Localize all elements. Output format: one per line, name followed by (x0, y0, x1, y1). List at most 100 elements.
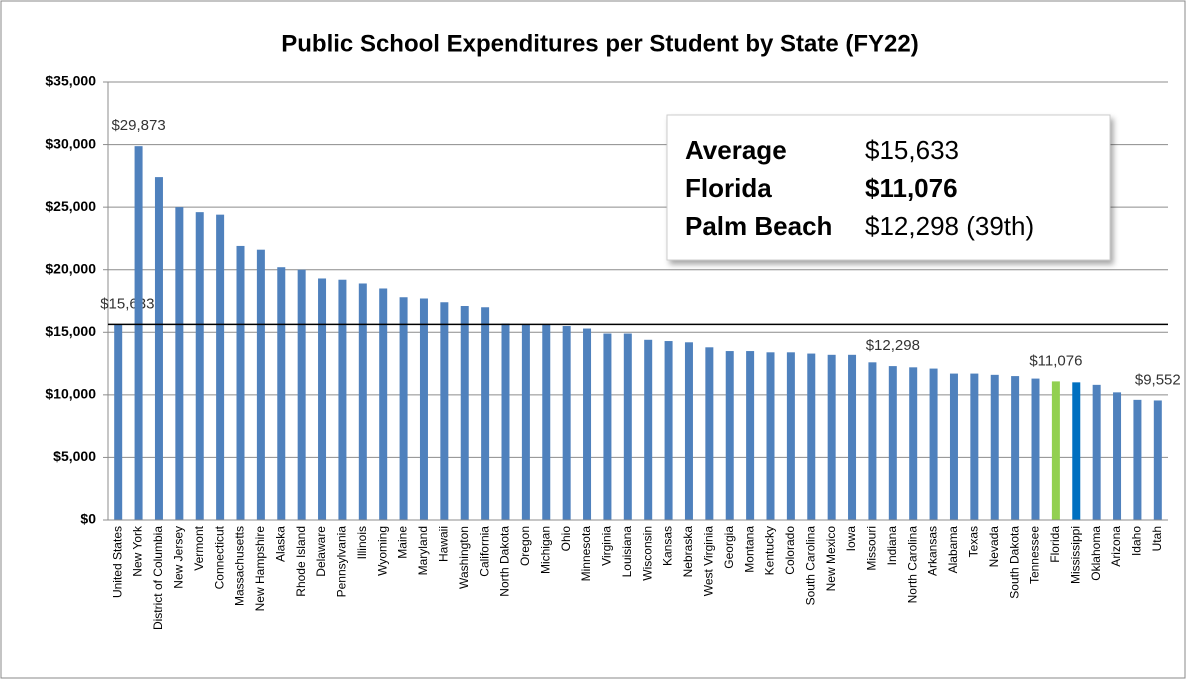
bar (1133, 399, 1142, 520)
bar (379, 288, 388, 520)
data-label: $11,076 (1029, 352, 1082, 369)
x-tick-label: Colorado (783, 526, 797, 575)
x-tick-label: Louisiana (620, 526, 634, 578)
bar (399, 297, 408, 520)
bar (256, 249, 265, 521)
bar (195, 212, 204, 521)
chart-title: Public School Expenditures per Student b… (281, 30, 918, 57)
bar (1011, 376, 1020, 520)
bar (868, 362, 877, 520)
bar (1113, 392, 1122, 520)
x-tick-label: Kansas (661, 526, 675, 566)
x-tick-label: Connecticut (212, 525, 226, 589)
x-tick-label: Idaho (1130, 526, 1144, 556)
bar (603, 333, 612, 520)
annotation-value: $15,633 (865, 135, 959, 165)
x-tick-label: Wisconsin (640, 526, 654, 581)
bar (419, 298, 428, 520)
bar (949, 373, 958, 520)
x-tick-label: New Hampshire (253, 526, 267, 612)
bar (644, 339, 653, 520)
data-label: $9,552 (1135, 371, 1181, 388)
bar (725, 351, 734, 520)
x-tick-label: Oklahoma (1089, 526, 1103, 581)
bar (684, 342, 693, 520)
x-tick-label: Nevada (987, 526, 1001, 568)
annotation-value: $12,298 (39th) (865, 211, 1034, 241)
y-tick-label: $30,000 (45, 135, 96, 151)
annotation-value: $11,076 (865, 173, 958, 203)
x-tick-label: Vermont (192, 525, 206, 570)
y-tick-label: $20,000 (45, 260, 96, 276)
bar (501, 323, 510, 520)
x-tick-label: Minnesota (579, 526, 593, 582)
x-tick-label: Washington (457, 526, 471, 589)
x-tick-label: Rhode Island (294, 526, 308, 597)
bar (175, 207, 184, 520)
x-tick-label: Wyoming (375, 526, 389, 576)
y-tick-label: $35,000 (45, 73, 96, 89)
x-tick-label: California (477, 526, 491, 577)
bar (277, 267, 286, 520)
x-tick-label: Arkansas (926, 526, 940, 576)
bar (929, 368, 938, 520)
x-tick-label: Michigan (538, 526, 552, 574)
annotation-background (666, 114, 1111, 261)
annotation-box: Average $15,633 Florida $11,076 Palm Beach $1… (666, 114, 1111, 261)
x-tick-label: Illinois (355, 526, 369, 559)
bar (664, 341, 673, 520)
x-tick-label: West Virginia (702, 526, 716, 597)
annotation-label: Palm Beach (685, 211, 832, 241)
bar (216, 214, 225, 520)
x-tick-label: Hawaii (437, 526, 451, 562)
bar (1072, 382, 1081, 520)
x-tick-label: New York (131, 525, 145, 577)
bar (766, 352, 775, 520)
bar (481, 307, 490, 520)
bar (827, 354, 836, 520)
x-tick-label: Virginia (600, 526, 614, 566)
x-tick-label: Maine (396, 526, 410, 559)
bar (460, 306, 469, 520)
x-tick-label: New Jersey (172, 526, 186, 589)
bar (318, 278, 327, 520)
annotation-label: Florida (685, 173, 772, 203)
bar (807, 353, 816, 520)
x-tick-label: Texas (967, 526, 981, 557)
x-tick-label: Alaska (273, 526, 287, 562)
bar (562, 326, 571, 520)
bar (848, 354, 857, 520)
bar (786, 352, 795, 520)
y-tick-label: $0 (80, 511, 96, 527)
bar (358, 283, 367, 520)
x-tick-label: North Dakota (498, 526, 512, 597)
bar (990, 374, 999, 520)
bar (1092, 384, 1101, 520)
bar (338, 279, 347, 520)
y-tick-label: $15,000 (45, 323, 96, 339)
x-tick-label: Florida (1048, 526, 1062, 563)
y-tick-label: $5,000 (53, 448, 96, 464)
x-tick-label: District of Columbia (151, 526, 165, 630)
bar (114, 324, 123, 520)
bar (236, 245, 245, 521)
x-tick-label: Maryland (416, 526, 430, 575)
bar (154, 177, 163, 520)
x-tick-label: Montana (742, 526, 756, 573)
x-tick-label: North Carolina (905, 526, 919, 604)
x-tick-label: Delaware (314, 526, 328, 577)
bar (746, 351, 755, 520)
y-tick-label: $10,000 (45, 386, 96, 402)
x-tick-label: Massachusetts (233, 526, 247, 606)
x-tick-label: South Carolina (803, 526, 817, 606)
x-tick-label: Nebraska (681, 526, 695, 578)
x-tick-label: Kentucky (763, 526, 777, 575)
annotation-label: Average (685, 135, 787, 165)
y-tick-label: $25,000 (45, 198, 96, 214)
x-tick-label: Mississippi (1068, 526, 1082, 584)
bar (909, 367, 918, 520)
x-tick-label: Arizona (1109, 526, 1123, 567)
bar (1031, 378, 1040, 520)
x-tick-label: United States (110, 526, 124, 598)
